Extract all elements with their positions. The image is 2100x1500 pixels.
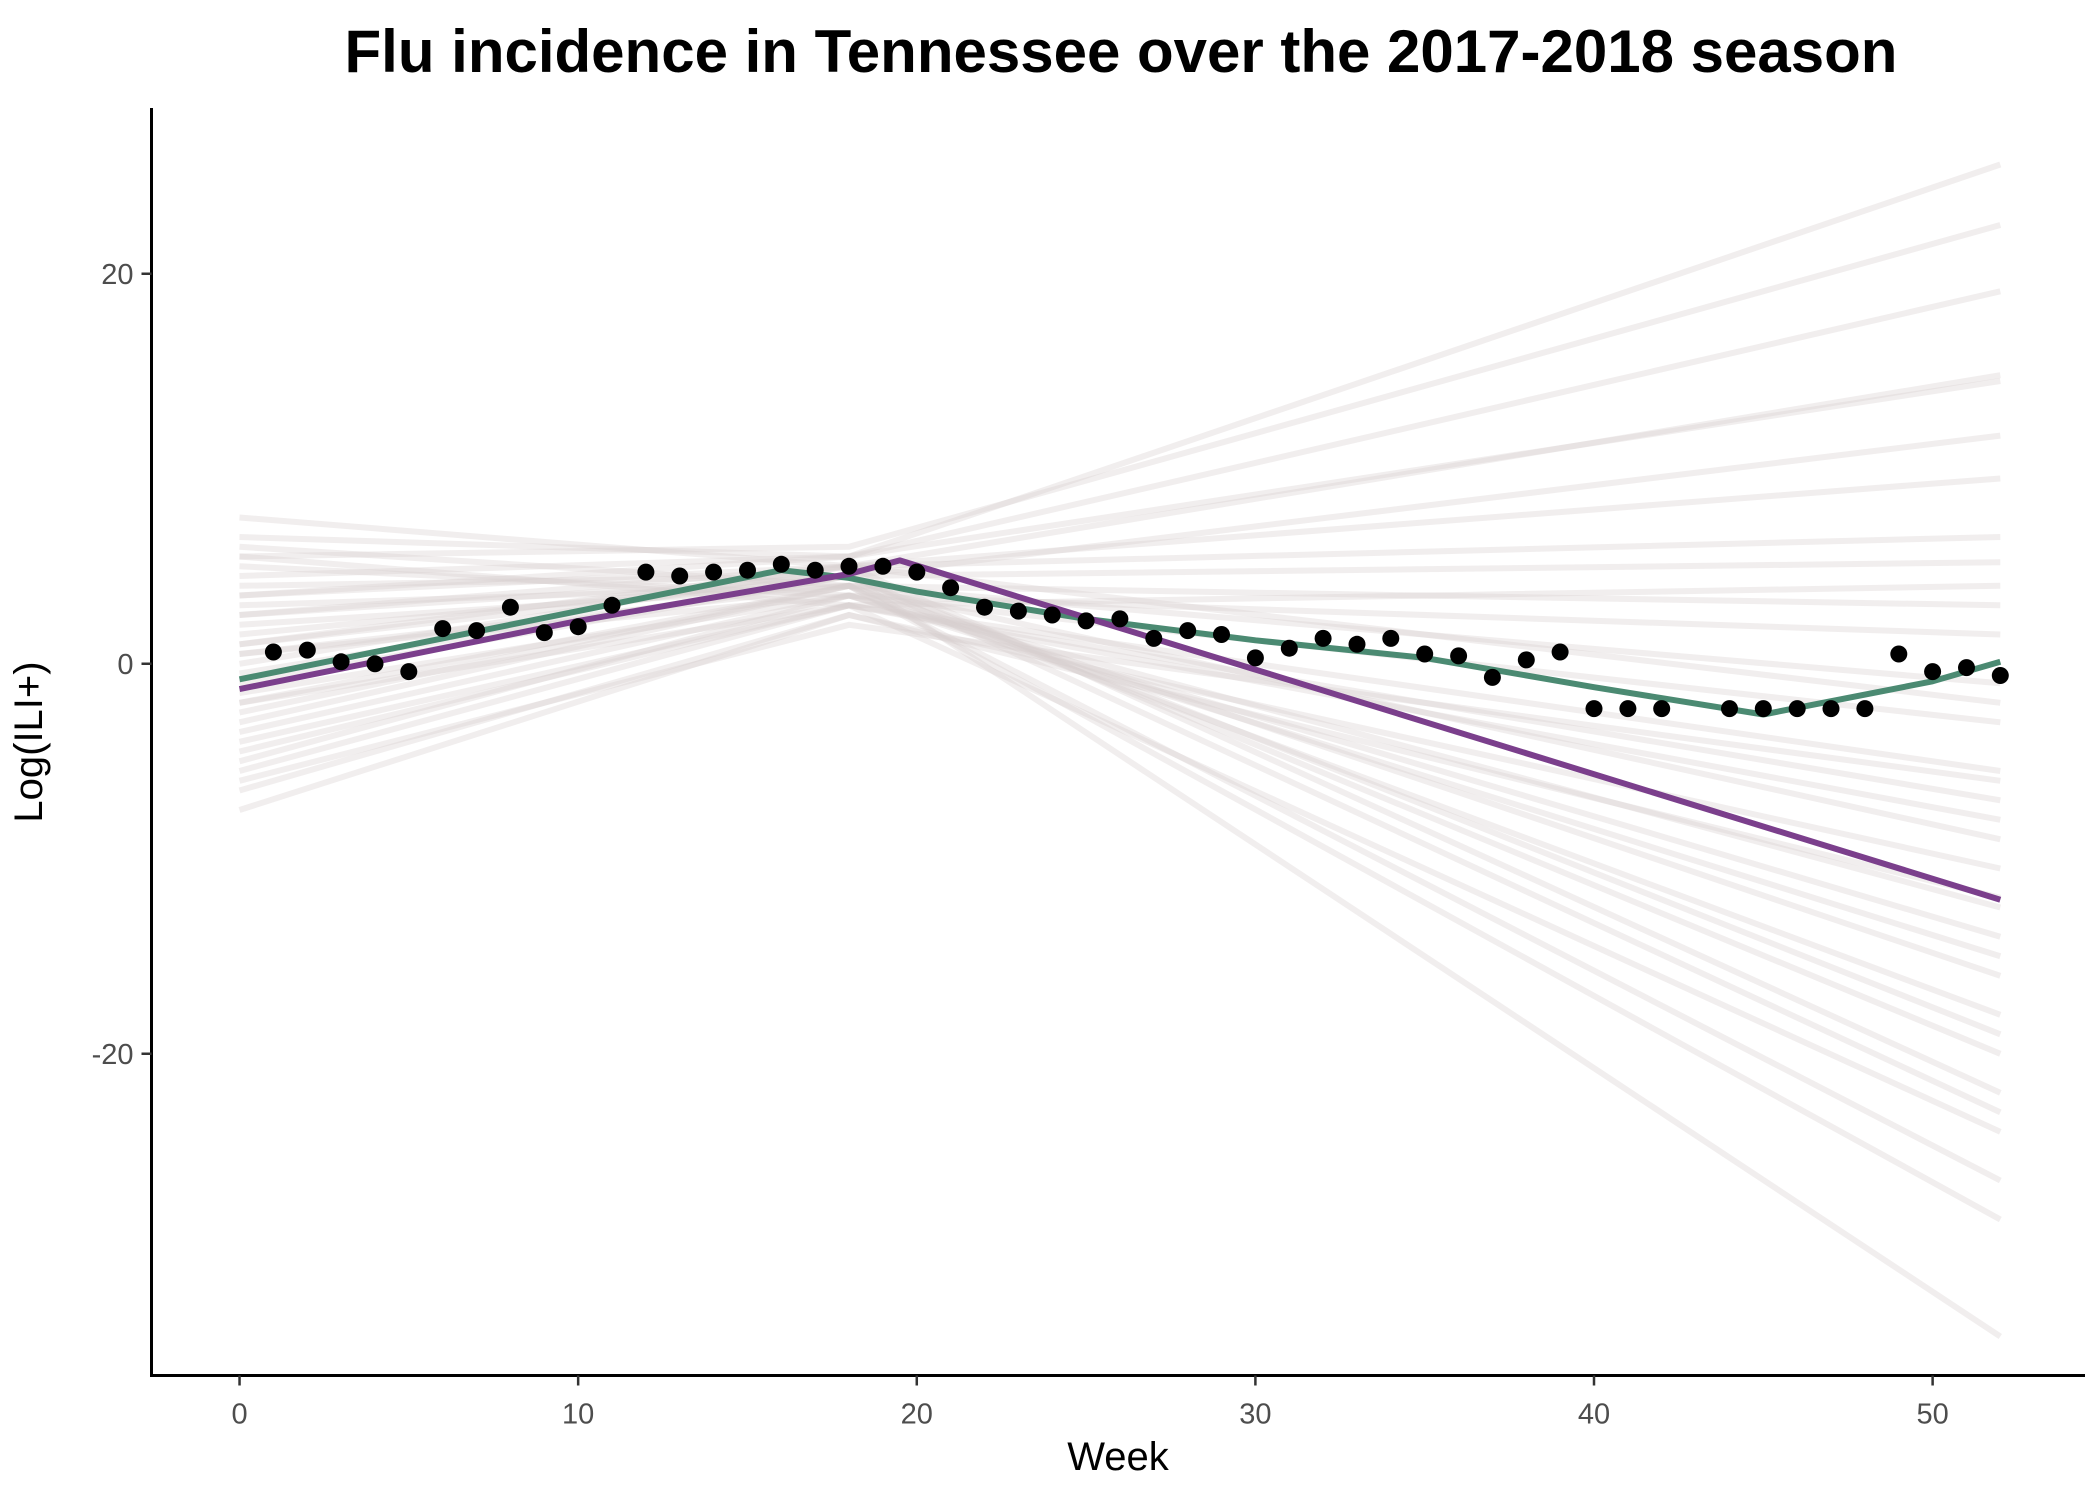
- observed-points: [264, 555, 2009, 718]
- y-tick-label: -20: [92, 1039, 134, 1071]
- sample-line-17: [238, 582, 2002, 979]
- observed-point: [1890, 645, 1908, 663]
- observed-point: [637, 563, 655, 581]
- sample-line-1: [239, 161, 2002, 560]
- observed-point: [1653, 700, 1671, 718]
- observed-point: [671, 567, 689, 585]
- observed-point: [942, 579, 960, 597]
- sample-line-12: [238, 602, 2001, 774]
- sample-line-31: [239, 602, 2001, 804]
- observed-point: [1213, 626, 1230, 643]
- observed-point: [1077, 612, 1095, 630]
- observed-point: [1450, 647, 1468, 665]
- observed-point: [1924, 663, 1942, 681]
- sample-lines: [238, 161, 2002, 1340]
- y-ticks: -20 0 20: [92, 259, 152, 1071]
- observed-point: [1280, 639, 1298, 657]
- x-tick-label: 0: [231, 1399, 247, 1431]
- sample-line-9: [239, 592, 2001, 696]
- sample-line-11: [238, 592, 2001, 735]
- fit-line-1: [238, 557, 2002, 903]
- observed-point: [840, 557, 858, 575]
- sample-line-25: [239, 563, 2002, 911]
- observed-point: [1246, 649, 1264, 667]
- x-tick-label: 30: [1239, 1399, 1271, 1431]
- sample-line-33: [239, 553, 2002, 1135]
- observed-point: [1619, 700, 1637, 718]
- observed-point: [1483, 668, 1501, 686]
- observed-point: [1788, 700, 1806, 718]
- observed-point: [535, 624, 553, 642]
- sample-line-23: [239, 582, 2002, 1223]
- observed-point: [1043, 606, 1061, 624]
- observed-point: [400, 663, 418, 681]
- observed-point: [705, 563, 723, 581]
- observed-point: [264, 643, 282, 661]
- sample-line-26: [239, 543, 2001, 843]
- observed-point: [1145, 629, 1163, 647]
- observed-point: [1585, 700, 1603, 718]
- observed-point: [1551, 643, 1569, 661]
- observed-point: [1382, 629, 1400, 647]
- sample-line-16: [238, 592, 2002, 940]
- observed-point: [806, 561, 824, 579]
- observed-point: [468, 622, 486, 640]
- observed-point: [1111, 610, 1129, 628]
- observed-point: [1416, 645, 1434, 663]
- observed-point: [908, 563, 926, 581]
- observed-point: [739, 561, 756, 579]
- observed-point: [569, 618, 587, 636]
- observed-point: [1348, 635, 1366, 653]
- observed-point: [332, 653, 350, 671]
- y-tick-label: 20: [101, 259, 133, 291]
- x-tick-label: 40: [1578, 1399, 1610, 1431]
- x-tick-label: 50: [1916, 1399, 1948, 1431]
- observed-point: [874, 557, 892, 575]
- sample-line-10: [238, 582, 2001, 716]
- x-axis-label: Week: [1067, 1435, 1170, 1479]
- observed-point: [603, 596, 621, 614]
- y-tick-label: 0: [117, 649, 133, 681]
- y-axis-label: Log(ILI+): [7, 661, 51, 822]
- x-tick-label: 10: [562, 1399, 594, 1431]
- sample-line-15: [238, 611, 2002, 901]
- observed-point: [434, 620, 452, 638]
- observed-point: [1991, 667, 2009, 684]
- sample-line-28: [238, 621, 2001, 784]
- observed-point: [501, 598, 519, 616]
- observed-point: [1822, 700, 1840, 718]
- sample-line-22: [239, 582, 2002, 1184]
- observed-point: [1009, 602, 1027, 620]
- observed-point: [1856, 700, 1874, 718]
- chart-title: Flu incidence in Tennessee over the 2017…: [345, 18, 1898, 85]
- sample-line-29: [239, 378, 2001, 599]
- x-tick-label: 20: [901, 1399, 933, 1431]
- observed-point: [1179, 622, 1197, 640]
- sample-line-13: [238, 602, 2001, 823]
- observed-point: [772, 555, 790, 573]
- observed-point: [366, 655, 384, 673]
- observed-point: [1754, 700, 1772, 718]
- sample-line-2: [239, 222, 2002, 560]
- sample-line-3: [239, 288, 2001, 579]
- observed-point: [1721, 700, 1738, 718]
- fit-lines: [238, 557, 2002, 903]
- observed-point: [1314, 629, 1332, 647]
- sample-line-27: [238, 582, 2001, 745]
- observed-point: [298, 641, 316, 659]
- observed-point: [1958, 659, 1975, 677]
- observed-point: [976, 598, 993, 616]
- sample-line-18: [238, 582, 2002, 1018]
- observed-point: [1517, 651, 1535, 669]
- x-ticks: 0 10 20 30 40 50: [231, 1375, 1949, 1431]
- axes: [150, 108, 2085, 1377]
